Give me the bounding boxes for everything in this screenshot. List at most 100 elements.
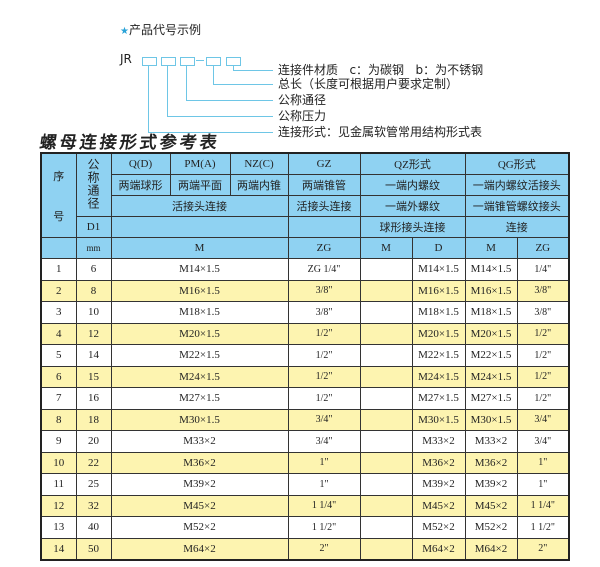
cell-m: M16×1.5 [110, 279, 289, 302]
header-qz: QZ形式 [359, 152, 466, 175]
cell-qg-zg: 1" [516, 451, 570, 474]
leader-line [213, 84, 273, 85]
cell-qg-zg: 3/4" [516, 430, 570, 453]
header-qz-desc: 一端内螺纹 [359, 174, 466, 196]
cell-m: M36×2 [110, 451, 289, 474]
header-seq-text2: 号 [53, 210, 65, 223]
header-qz-desc3: 球形接头连接 [359, 216, 466, 238]
table-row: 10 22 M36×2 1" M36×2 M36×2 1" [40, 451, 570, 474]
cell-qg-m: M64×2 [464, 537, 518, 560]
code-example-title-text: 产品代号示例 [128, 23, 201, 37]
legend-connection: 连接形式：见金属软管常用结构形式表 [278, 125, 483, 139]
cell-qg-m: M52×2 [464, 516, 518, 539]
cell-seq: 7 [40, 387, 77, 410]
header-nominal-diameter: 公称通径 [75, 152, 112, 217]
cell-qg-m: M33×2 [464, 430, 518, 453]
cell-qz-m [359, 451, 413, 474]
cell-m: M20×1.5 [110, 322, 289, 345]
leader-line [167, 116, 273, 117]
cell-qz-d: M45×2 [411, 494, 466, 517]
cell-zg: 3/4" [287, 430, 361, 453]
header-d1: D1 [75, 216, 112, 238]
cell-qz-m [359, 494, 413, 517]
cell-qz-m [359, 408, 413, 431]
header-qz-desc2: 一端外螺纹 [359, 195, 466, 217]
cell-qz-d: M20×1.5 [411, 322, 466, 345]
cell-dn: 6 [75, 258, 112, 281]
leader-line [186, 66, 187, 100]
cell-dn: 22 [75, 451, 112, 474]
cell-qg-m: M24×1.5 [464, 365, 518, 388]
header-unit-qz-d: D [411, 237, 466, 259]
code-dash [196, 60, 204, 61]
cell-qg-zg: 1 1/2" [516, 516, 570, 539]
header-mm: mm [75, 237, 112, 259]
cell-qz-m [359, 516, 413, 539]
header-unit-qg-zg: ZG [516, 237, 570, 259]
cell-zg: 1/2" [287, 365, 361, 388]
cell-qz-m [359, 387, 413, 410]
table-row: 5 14 M22×1.5 1/2" M22×1.5 M22×1.5 1/2" [40, 344, 570, 367]
header-gz-desc: 两端锥管 [287, 174, 361, 196]
cell-qg-zg: 2" [516, 537, 570, 560]
code-box-material [226, 57, 241, 66]
cell-zg: 3/8" [287, 301, 361, 324]
cell-qz-m [359, 301, 413, 324]
table-row: 4 12 M20×1.5 1/2" M20×1.5 M20×1.5 1/2" [40, 322, 570, 345]
header-union: 活接头连接 [110, 195, 289, 217]
legend-diameter: 公称通径 [278, 93, 327, 107]
code-prefix: JR [120, 52, 132, 66]
cell-seq: 3 [40, 301, 77, 324]
reference-table-title: 螺母连接形式参考表 [38, 133, 222, 153]
header-seq-unit [40, 237, 77, 259]
leader-line [213, 66, 214, 84]
cell-m: M18×1.5 [110, 301, 289, 324]
cell-qg-zg: 3/8" [516, 279, 570, 302]
cell-seq: 5 [40, 344, 77, 367]
header-qg-desc2: 一端锥管螺纹接头 [464, 195, 570, 217]
cell-m: M24×1.5 [110, 365, 289, 388]
code-box-connection [142, 57, 157, 66]
cell-zg: 3/4" [287, 408, 361, 431]
leader-line [148, 66, 149, 132]
cell-dn: 40 [75, 516, 112, 539]
legend-length: 总长（长度可根据用户要求定制） [278, 77, 459, 91]
code-box-pressure [161, 57, 176, 66]
header-nominal-diameter-text: 公称通径 [86, 157, 100, 210]
cell-zg: 2" [287, 537, 361, 560]
table-row: 14 50 M64×2 2" M64×2 M64×2 2" [40, 537, 570, 560]
header-q: Q(D) [110, 152, 171, 175]
cell-zg: ZG 1/4" [287, 258, 361, 281]
header-blank [110, 216, 289, 238]
code-box-diameter [180, 57, 195, 66]
cell-m: M33×2 [110, 430, 289, 453]
cell-qz-d: M14×1.5 [411, 258, 466, 281]
cell-qz-m [359, 537, 413, 560]
cell-qz-m [359, 279, 413, 302]
header-seq: 序号 [40, 152, 77, 238]
cell-zg: 1" [287, 451, 361, 474]
cell-zg: 1 1/2" [287, 516, 361, 539]
cell-dn: 16 [75, 387, 112, 410]
cell-qz-d: M33×2 [411, 430, 466, 453]
table-row: 1 6 M14×1.5 ZG 1/4" M14×1.5 M14×1.5 1/4" [40, 258, 570, 281]
header-qg-desc: 一端内螺纹活接头 [464, 174, 570, 196]
code-box-length [206, 57, 221, 66]
cell-m: M30×1.5 [110, 408, 289, 431]
cell-qz-m [359, 344, 413, 367]
table-row: 6 15 M24×1.5 1/2" M24×1.5 M24×1.5 1/2" [40, 365, 570, 388]
nut-connection-table: 序号 公称通径 Q(D) PM(A) NZ(C) GZ QZ形式 QG形式 两端… [40, 152, 571, 561]
cell-seq: 8 [40, 408, 77, 431]
cell-dn: 14 [75, 344, 112, 367]
cell-seq: 9 [40, 430, 77, 453]
cell-zg: 1 1/4" [287, 494, 361, 517]
legend-pressure: 公称压力 [278, 109, 327, 123]
cell-zg: 3/8" [287, 279, 361, 302]
code-example-title: ★产品代号示例 [120, 21, 201, 38]
cell-dn: 18 [75, 408, 112, 431]
header-unit-m: M [110, 237, 289, 259]
cell-qg-m: M30×1.5 [464, 408, 518, 431]
leader-line [186, 100, 273, 101]
cell-dn: 8 [75, 279, 112, 302]
header-unit-zg: ZG [287, 237, 361, 259]
